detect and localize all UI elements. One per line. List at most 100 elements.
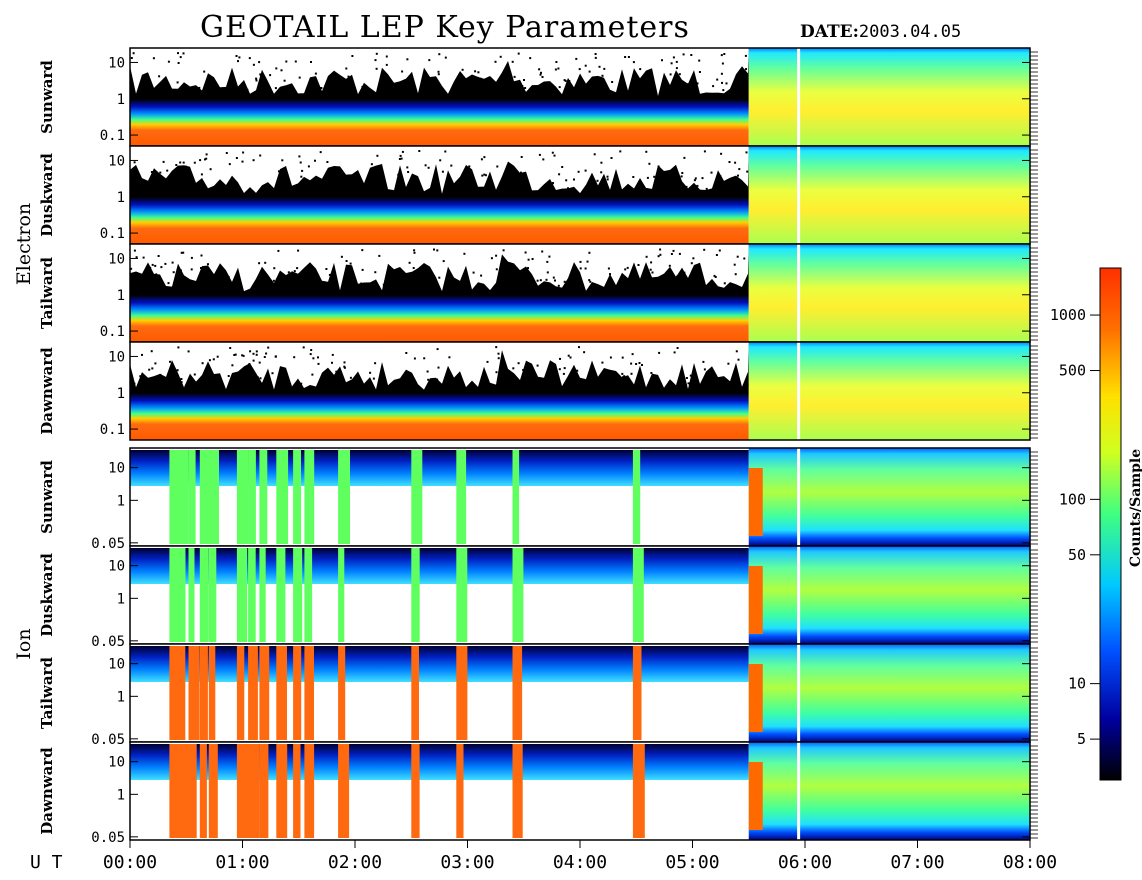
electron-speckle <box>444 56 447 59</box>
electron-speckle <box>229 183 232 186</box>
ion-burst <box>177 450 189 544</box>
electron-speckle <box>681 172 684 174</box>
electron-speckle <box>609 356 612 359</box>
ion-burst <box>188 548 195 642</box>
electron-speckle <box>645 150 648 153</box>
ion-burst <box>304 744 315 838</box>
electron-speckle <box>629 89 632 91</box>
electron-speckle <box>524 251 527 254</box>
ion-burst <box>259 744 269 838</box>
electron-speckle <box>558 86 561 89</box>
x-tick-label: 01:00 <box>215 852 269 873</box>
electron-speckle <box>382 283 385 286</box>
electron-speckle <box>408 261 411 264</box>
electron-speckle <box>683 271 686 274</box>
colorbar-tick-label: 5 <box>1077 730 1086 748</box>
electron-speckle <box>384 285 386 288</box>
electron-speckle <box>427 166 430 169</box>
electron-speckle <box>246 88 249 91</box>
electron-speckle <box>406 58 409 61</box>
electron-speckle <box>569 375 572 378</box>
ion-burst <box>632 450 641 544</box>
electron-speckle <box>594 56 597 59</box>
electron-speckle <box>719 378 722 381</box>
electron-speckle <box>607 267 610 270</box>
electron-speckle <box>527 258 530 261</box>
electron-speckle <box>263 356 266 358</box>
electron-speckle <box>523 79 525 81</box>
electron-speckle <box>486 360 489 363</box>
electron-speckle <box>635 363 638 365</box>
electron-speckle <box>710 171 713 174</box>
electron-speckle <box>294 60 297 63</box>
electron-speckle <box>242 354 245 357</box>
date-readout: DATE:2003.04.05 <box>800 22 961 42</box>
electron-speckle <box>215 379 217 382</box>
electron-speckle <box>603 67 606 70</box>
electron-speckle <box>456 381 459 384</box>
electron-sheath-spectrum <box>748 48 1030 146</box>
ion-burst <box>199 646 208 740</box>
electron-speckle <box>692 257 695 260</box>
electron-speckle <box>746 170 749 173</box>
electron-speckle <box>205 153 208 156</box>
ion-high-energy-band <box>130 450 749 486</box>
electron-speckle <box>733 263 736 266</box>
electron-speckle <box>719 175 722 178</box>
electron-speckle <box>138 181 141 184</box>
ion-burst <box>456 548 468 642</box>
electron-speckle <box>132 52 135 55</box>
electron-speckle <box>632 176 635 178</box>
ion-high-energy-band <box>130 548 749 584</box>
date-value: 2003.04.05 <box>858 22 962 42</box>
electron-speckle <box>307 165 310 168</box>
panel-electron-sunward <box>129 47 1031 147</box>
ion-burst <box>248 646 258 740</box>
electron-speckle <box>325 172 328 175</box>
electron-empty-region <box>130 342 749 390</box>
electron-speckle <box>423 357 426 360</box>
electron-speckle <box>606 178 609 181</box>
ion-burst <box>411 548 420 642</box>
electron-speckle <box>398 158 401 160</box>
ion-burst <box>411 646 419 740</box>
electron-speckle <box>483 173 486 176</box>
electron-speckle <box>632 74 635 77</box>
electron-speckle <box>310 349 313 351</box>
x-tick-label: 04:00 <box>553 852 607 873</box>
date-label: DATE: <box>800 22 859 42</box>
electron-speckle <box>687 382 690 385</box>
electron-speckle <box>546 260 549 263</box>
electron-speckle <box>686 83 689 86</box>
electron-speckle <box>217 280 220 283</box>
electron-speckle <box>450 164 453 167</box>
electron-speckle <box>416 181 419 184</box>
ion-burst <box>338 548 345 642</box>
panel-label: Dawnward <box>38 347 56 435</box>
electron-speckle <box>179 56 182 59</box>
electron-speckle <box>542 158 545 161</box>
electron-speckle <box>557 284 560 287</box>
electron-speckle <box>255 79 258 82</box>
electron-speckle <box>406 166 409 169</box>
electron-speckle <box>374 271 377 274</box>
electron-speckle <box>200 254 203 257</box>
electron-speckle <box>693 179 696 182</box>
electron-speckle <box>437 366 440 369</box>
electron-speckle <box>150 171 153 173</box>
electron-speckle <box>376 154 379 157</box>
electron-speckle <box>681 379 684 382</box>
electron-speckle <box>150 350 153 353</box>
electron-speckle <box>521 377 524 380</box>
electron-speckle <box>360 282 363 285</box>
group-label-ion: Ion <box>13 628 35 659</box>
electron-speckle <box>497 357 500 360</box>
electron-speckle <box>637 284 640 287</box>
electron-speckle <box>385 55 388 58</box>
electron-speckle <box>490 257 493 260</box>
electron-speckle <box>563 280 566 283</box>
y-tick-label: 10 <box>108 349 125 365</box>
electron-speckle <box>310 61 312 63</box>
colorbar-gradient <box>1099 267 1122 781</box>
electron-speckle <box>600 171 603 174</box>
